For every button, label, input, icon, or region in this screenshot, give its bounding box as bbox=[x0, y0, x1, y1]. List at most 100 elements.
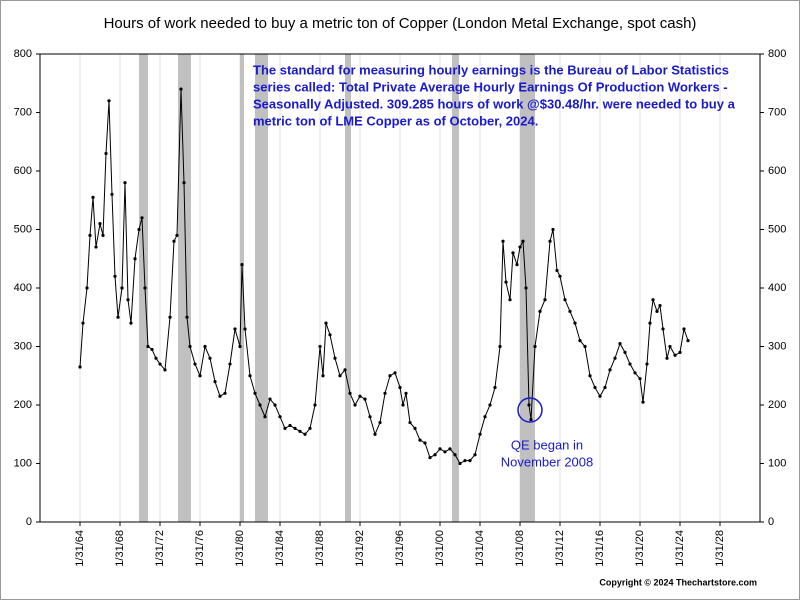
point bbox=[363, 397, 367, 401]
point bbox=[527, 403, 531, 407]
point bbox=[343, 368, 347, 372]
point bbox=[533, 344, 537, 349]
point bbox=[593, 385, 597, 390]
y-tick-label: 400 bbox=[14, 282, 32, 294]
y2-tick-label: 0 bbox=[768, 516, 774, 528]
y-tick-label: 800 bbox=[14, 48, 32, 60]
point bbox=[682, 327, 686, 331]
y2-tick-label: 100 bbox=[768, 457, 786, 469]
annotation-line: The standard for measuring hourly earnin… bbox=[253, 62, 729, 77]
point bbox=[608, 368, 612, 372]
point bbox=[203, 344, 207, 349]
point bbox=[188, 344, 192, 349]
point bbox=[398, 385, 402, 390]
point bbox=[468, 458, 472, 463]
y-tick-label: 700 bbox=[14, 106, 32, 118]
point bbox=[94, 245, 98, 249]
point bbox=[633, 371, 637, 375]
point bbox=[463, 458, 467, 463]
point bbox=[253, 391, 257, 395]
y2-tick-label: 600 bbox=[768, 165, 786, 177]
point bbox=[140, 216, 144, 220]
point bbox=[478, 432, 482, 436]
y-tick-label: 600 bbox=[14, 165, 32, 177]
qe-circle bbox=[517, 397, 543, 423]
point bbox=[238, 344, 242, 349]
point bbox=[413, 426, 417, 430]
point bbox=[258, 403, 262, 407]
point bbox=[508, 298, 512, 302]
point bbox=[146, 344, 150, 349]
point bbox=[129, 321, 133, 325]
point bbox=[293, 426, 297, 430]
x-tick-label: 1/31/76 bbox=[194, 530, 206, 567]
point bbox=[453, 453, 457, 457]
point bbox=[348, 391, 352, 395]
point bbox=[268, 397, 272, 401]
point bbox=[521, 239, 525, 243]
point bbox=[638, 377, 642, 381]
point bbox=[168, 315, 172, 319]
point bbox=[488, 403, 492, 407]
shaded-period bbox=[345, 54, 351, 522]
point bbox=[358, 394, 362, 398]
point bbox=[418, 438, 422, 442]
point bbox=[150, 347, 154, 352]
point bbox=[163, 368, 167, 372]
x-tick-label: 1/31/28 bbox=[714, 530, 726, 567]
point bbox=[568, 309, 572, 313]
point bbox=[628, 362, 632, 366]
point bbox=[686, 339, 690, 343]
point bbox=[175, 233, 179, 237]
point bbox=[658, 303, 662, 308]
point bbox=[243, 327, 247, 331]
point bbox=[504, 280, 508, 284]
point bbox=[665, 356, 669, 360]
point bbox=[278, 415, 282, 419]
point bbox=[655, 309, 659, 313]
point bbox=[223, 391, 227, 395]
point bbox=[529, 418, 533, 422]
y-tick-label: 100 bbox=[14, 457, 32, 469]
point bbox=[107, 99, 111, 103]
point bbox=[458, 461, 462, 466]
annotation-line: series called: Total Private Average Hou… bbox=[253, 79, 728, 94]
point bbox=[668, 344, 672, 349]
point bbox=[428, 456, 432, 460]
point bbox=[518, 245, 522, 249]
point bbox=[288, 423, 292, 428]
y2-tick-label: 300 bbox=[768, 340, 786, 352]
x-tick-label: 1/31/20 bbox=[634, 530, 646, 567]
point bbox=[321, 374, 325, 378]
point bbox=[126, 298, 130, 302]
point bbox=[583, 344, 587, 349]
point bbox=[645, 362, 649, 366]
point bbox=[501, 239, 505, 243]
qe-label: November 2008 bbox=[501, 454, 594, 469]
qe-label: QE began in bbox=[511, 437, 583, 452]
plot: 1/31/64 1/31/68 1/31/72 1/31/76 1/31/80 1/31/… bbox=[14, 48, 787, 567]
point bbox=[123, 181, 127, 185]
point bbox=[438, 447, 442, 451]
point bbox=[588, 374, 592, 378]
point bbox=[578, 339, 582, 343]
point bbox=[263, 415, 267, 419]
point bbox=[483, 415, 487, 419]
shaded-period bbox=[240, 54, 244, 522]
copyright: Copyright © 2024 Thechartstore.com bbox=[599, 577, 757, 587]
point bbox=[116, 315, 120, 319]
annotation-line: Seasonally Adjusted. 309.285 hours of wo… bbox=[253, 96, 736, 111]
point bbox=[88, 233, 92, 237]
point bbox=[388, 374, 392, 378]
point bbox=[110, 192, 114, 196]
point bbox=[182, 181, 186, 185]
point bbox=[313, 403, 317, 407]
x-tick-label: 1/31/16 bbox=[594, 530, 606, 567]
point bbox=[524, 286, 528, 290]
point bbox=[408, 420, 412, 425]
x-tick-label: 1/31/08 bbox=[514, 530, 526, 567]
y-tick-label: 200 bbox=[14, 399, 32, 411]
x-tick-label: 1/31/84 bbox=[274, 530, 286, 567]
point bbox=[143, 286, 147, 290]
